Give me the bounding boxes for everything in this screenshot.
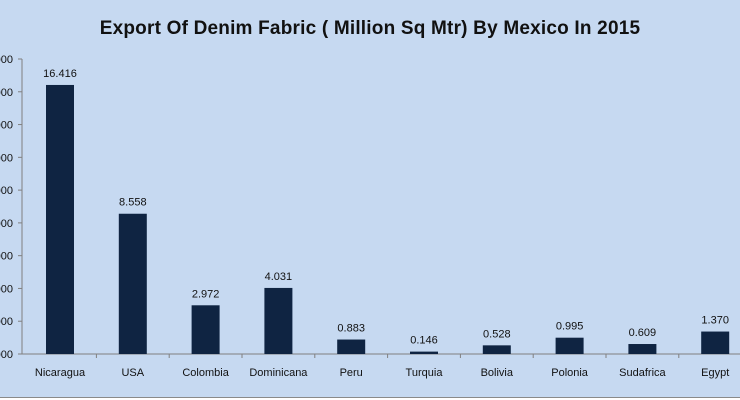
- bar-egypt: [701, 331, 730, 354]
- x-axis: Nicaragua USA Colombia Dominicana Peru Turqui…: [22, 353, 740, 379]
- x-tick-label: Turquia: [406, 367, 444, 379]
- x-tick-label: Polonia: [551, 367, 589, 379]
- bar-turquia: [410, 351, 438, 354]
- data-label: 2.972: [192, 288, 220, 300]
- bars: [46, 84, 730, 355]
- x-tick-label: Dominicana: [249, 367, 308, 379]
- y-tick-label: 000: [0, 316, 13, 328]
- y-tick-label: 000: [0, 87, 13, 99]
- y-tick-label: 000: [0, 120, 13, 132]
- data-label: 0.883: [337, 323, 365, 335]
- chart-title: Export Of Denim Fabric ( Million Sq Mtr)…: [99, 18, 641, 39]
- bar-colombia: [191, 305, 220, 354]
- x-tick-label: Peru: [340, 367, 363, 379]
- x-tick-label: USA: [121, 367, 144, 379]
- bar-nicaragua: [46, 84, 74, 355]
- x-tick-label: Sudafrica: [619, 367, 666, 379]
- data-label: 0.146: [410, 335, 438, 347]
- data-label: 4.031: [265, 271, 293, 283]
- x-tick-label: Nicaragua: [35, 367, 86, 379]
- y-tick-label: 000: [0, 349, 13, 361]
- y-tick-label: 000: [0, 283, 13, 295]
- bar-sudafrica: [628, 344, 657, 354]
- bar-bolivia: [482, 345, 511, 354]
- bar-peru: [337, 339, 366, 354]
- x-tick-label: Egypt: [701, 367, 729, 379]
- data-label: 0.609: [629, 327, 657, 339]
- data-label: 8.558: [119, 197, 147, 209]
- data-label: 1.370: [701, 315, 729, 327]
- y-tick-label: 000: [0, 251, 13, 263]
- y-tick-label: 000: [0, 218, 13, 230]
- bar-dominicana: [264, 287, 293, 354]
- y-tick-label: 000: [0, 185, 13, 197]
- data-label: 0.995: [556, 321, 584, 333]
- bar-usa: [118, 213, 147, 354]
- data-label: 16.416: [43, 68, 77, 80]
- y-axis: 000 000 000 000 000 000 000 000 000 000: [0, 54, 23, 361]
- data-labels: 16.416 8.558 2.972 4.031 0.883 0.146 0.528 0.99…: [43, 68, 729, 347]
- y-tick-label: 000: [0, 54, 13, 66]
- x-tick-label: Colombia: [182, 367, 229, 379]
- data-label: 0.528: [483, 328, 511, 340]
- x-tick-label: Bolivia: [481, 367, 514, 379]
- y-tick-label: 000: [0, 152, 13, 164]
- bar-polonia: [555, 337, 584, 354]
